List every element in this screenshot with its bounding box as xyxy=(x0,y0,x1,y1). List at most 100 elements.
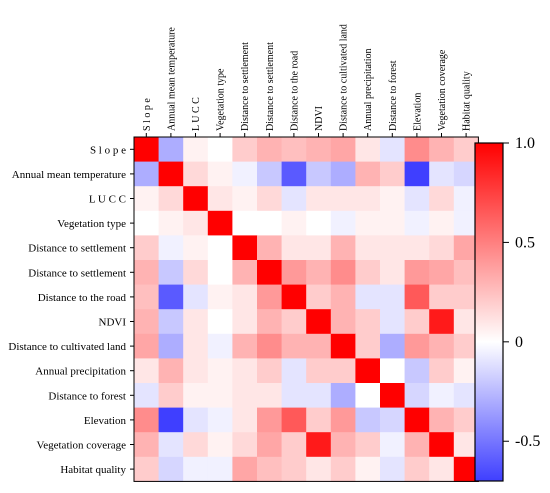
heatmap-cell xyxy=(380,309,406,335)
heatmap-cell xyxy=(281,432,307,458)
heatmap-cell xyxy=(257,235,283,261)
heatmap-cell xyxy=(134,137,160,163)
row-label: S l o p e xyxy=(90,144,126,156)
heatmap-cell xyxy=(183,284,209,310)
heatmap-cell xyxy=(380,161,406,187)
column-label: Vegetation coverage xyxy=(437,49,448,131)
heatmap-cell xyxy=(232,333,258,359)
heatmap-cell xyxy=(281,456,307,482)
heatmap-cell xyxy=(330,137,356,163)
heatmap-cell xyxy=(355,407,381,433)
heatmap-cell xyxy=(429,186,455,212)
heatmap-cell xyxy=(404,186,430,212)
heatmap-cell xyxy=(183,210,209,236)
heatmap-cell xyxy=(281,309,307,335)
heatmap-cell xyxy=(257,161,283,187)
column-label: Elevation xyxy=(412,93,423,131)
heatmap-cell xyxy=(183,432,209,458)
column-label: NDVI xyxy=(314,106,325,131)
heatmap-cell xyxy=(134,333,160,359)
heatmap-cell xyxy=(257,186,283,212)
heatmap-cell xyxy=(207,407,233,433)
heatmap-cell xyxy=(380,383,406,409)
heatmap-cell xyxy=(429,383,455,409)
heatmap-cell xyxy=(207,235,233,261)
heatmap-cell xyxy=(134,284,160,310)
heatmap-cell xyxy=(158,235,184,261)
heatmap-cell xyxy=(257,137,283,163)
heatmap-cell xyxy=(355,333,381,359)
heatmap-cell xyxy=(232,309,258,335)
column-labels: S l o p e Annual mean temperature L U C C V… xyxy=(142,24,473,137)
heatmap-cell xyxy=(232,210,258,236)
heatmap-cell xyxy=(134,383,160,409)
heatmap-cell xyxy=(257,358,283,384)
row-label: Distance to settlement xyxy=(28,243,126,255)
column-label: Annual precipitation xyxy=(363,49,374,131)
heatmap-cell xyxy=(330,284,356,310)
heatmap-cell xyxy=(429,284,455,310)
heatmap-cell xyxy=(158,333,184,359)
heatmap-cell xyxy=(429,260,455,286)
heatmap-cell xyxy=(207,383,233,409)
heatmap-cell xyxy=(380,432,406,458)
heatmap-cell xyxy=(281,407,307,433)
heatmap-cell xyxy=(134,358,160,384)
heatmap-cell xyxy=(355,456,381,482)
row-label: Vegetation coverage xyxy=(37,440,127,452)
heatmap-cell xyxy=(158,186,184,212)
heatmap-cell xyxy=(380,284,406,310)
heatmap-cell xyxy=(257,432,283,458)
column-label: Distance to settlement xyxy=(240,42,251,131)
column-label: Distance to the road xyxy=(289,51,300,131)
heatmap-cell xyxy=(158,358,184,384)
heatmap-cell xyxy=(330,309,356,335)
row-label: L U C C xyxy=(89,194,126,206)
colorbar: 1.0 0.5 0 -0.5 xyxy=(474,135,540,482)
column-label: S l o p e xyxy=(142,98,153,131)
heatmap-cell xyxy=(404,161,430,187)
heatmap-cell xyxy=(232,358,258,384)
heatmap-cell xyxy=(429,432,455,458)
heatmap-cell xyxy=(306,358,332,384)
heatmap-cell xyxy=(404,432,430,458)
heatmap-cell xyxy=(232,284,258,310)
column-label: Annual mean temperature xyxy=(166,27,177,131)
heatmap-cell xyxy=(330,407,356,433)
heatmap-cell xyxy=(232,407,258,433)
heatmap-cell xyxy=(306,260,332,286)
heatmap-cell xyxy=(306,235,332,261)
heatmap-cell xyxy=(158,383,184,409)
row-label: Distance to settlement xyxy=(28,267,126,279)
column-label: Vegetation type xyxy=(216,68,227,131)
heatmap-cell xyxy=(183,407,209,433)
column-label: Distance to settlement xyxy=(265,42,276,131)
heatmap-cell xyxy=(330,161,356,187)
row-labels: S l o p e Annual mean temperature L U C C V… xyxy=(8,144,134,476)
heatmap-cell xyxy=(404,407,430,433)
heatmap-cell xyxy=(207,309,233,335)
heatmap-cell xyxy=(257,210,283,236)
heatmap-cell xyxy=(207,186,233,212)
heatmap-cell xyxy=(158,284,184,310)
heatmap-cell xyxy=(355,383,381,409)
column-label: Distance to cultivated land xyxy=(339,24,350,131)
heatmap-cell xyxy=(134,456,160,482)
heatmap-cell xyxy=(134,210,160,236)
heatmap-cell xyxy=(232,235,258,261)
row-label: Elevation xyxy=(84,415,127,427)
heatmap-cell xyxy=(429,456,455,482)
heatmap-cell xyxy=(281,383,307,409)
heatmap-cell xyxy=(158,161,184,187)
heatmap-cell xyxy=(429,235,455,261)
heatmap-cell xyxy=(429,309,455,335)
heatmap-cell xyxy=(306,383,332,409)
heatmap-cell xyxy=(380,137,406,163)
heatmap-cell xyxy=(404,260,430,286)
heatmap-cell xyxy=(306,186,332,212)
heatmap-cell xyxy=(306,456,332,482)
heatmap-cell xyxy=(429,407,455,433)
heatmap-cells xyxy=(133,136,479,482)
heatmap-cell xyxy=(380,407,406,433)
heatmap-cell xyxy=(429,161,455,187)
